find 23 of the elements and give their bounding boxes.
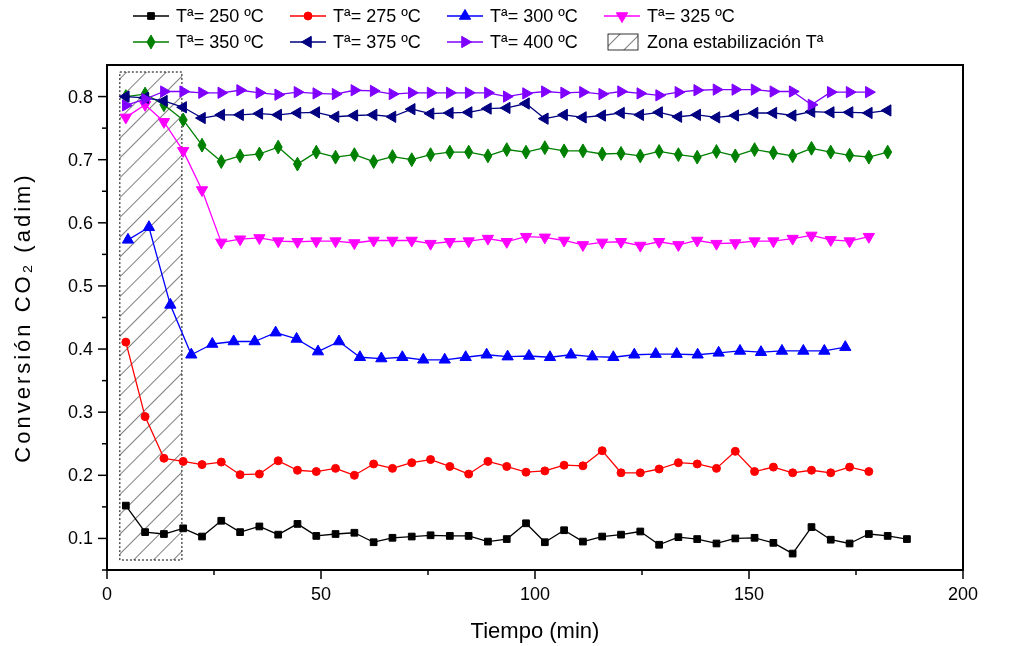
y-tick-label: 0.1 <box>67 528 93 549</box>
legend-label: Tª= 350 ºC <box>176 32 264 52</box>
y-tick-label: 0.2 <box>67 465 93 486</box>
y-tick-label: 0.8 <box>67 86 93 107</box>
y-tick-label: 0.6 <box>67 212 93 233</box>
y-axis-title: Conversión CO₂ (adim) <box>10 172 35 463</box>
x-tick-label: 0 <box>101 584 113 604</box>
x-tick-label: 150 <box>733 584 765 604</box>
legend-label: Tª= 300 ºC <box>490 6 578 26</box>
legend-label: Tª= 400 ºC <box>490 32 578 52</box>
legend-label: Tª= 275 ºC <box>333 6 421 26</box>
legend-label: Tª= 250 ºC <box>176 6 264 26</box>
y-tick-label: 0.3 <box>67 402 93 423</box>
legend-label: Zona estabilización Tª <box>647 32 824 52</box>
x-tick-label: 50 <box>310 584 332 604</box>
y-tick-label: 0.4 <box>67 339 93 360</box>
y-tick-label: 0.7 <box>67 149 93 170</box>
x-tick-label: 100 <box>519 584 551 604</box>
legend-label: Tª= 375 ºC <box>333 32 421 52</box>
x-tick-label: 200 <box>947 584 979 604</box>
y-tick-label: 0.5 <box>67 275 93 296</box>
legend-label: Tª= 325 ºC <box>647 6 735 26</box>
x-axis-title: Tiempo (min) <box>470 618 600 643</box>
